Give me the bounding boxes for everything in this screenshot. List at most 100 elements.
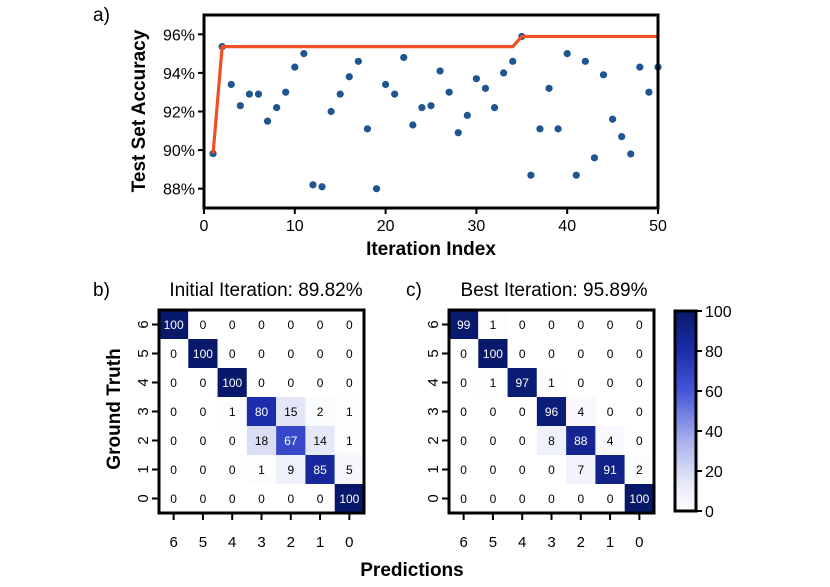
matrix-cell (305, 339, 335, 368)
matrix-cell-value: 97 (516, 376, 530, 390)
initial-confusion-panel: b) Initial Iteration: 89.82% Ground Trut… (93, 280, 366, 551)
matrix-cell (478, 368, 508, 397)
matrix-cell-value: 0 (519, 434, 526, 448)
accuracy-point (472, 75, 480, 83)
matrix-x-tick-label: 2 (577, 534, 585, 551)
matrix-cell-value: 0 (170, 434, 177, 448)
accuracy-point (618, 132, 626, 141)
accuracy-point (291, 63, 299, 71)
matrix-cell-value: 0 (636, 405, 643, 419)
matrix-cell (566, 339, 596, 368)
accuracy-point (354, 57, 362, 65)
matrix-x-tick-label: 4 (518, 534, 526, 551)
matrix-cell-value: 0 (200, 318, 207, 332)
matrix-cell (507, 484, 537, 513)
matrix-y-tick-label: 4 (425, 378, 442, 386)
matrix-cell-value: 0 (460, 376, 467, 390)
accuracy-y-axis-title: Test Set Accuracy (129, 29, 150, 192)
matrix-cell-value: 100 (629, 492, 649, 506)
matrix-cell-value: 0 (548, 492, 555, 506)
matrix-x-tick-label: 3 (257, 534, 265, 551)
matrix-cell-value: 0 (317, 347, 324, 361)
matrix-cell (449, 484, 479, 513)
matrix-y-tick-label: 6 (135, 320, 152, 328)
matrix-cell (246, 426, 277, 455)
matrix-cell (449, 455, 479, 484)
matrix-x-tick-label: 4 (228, 534, 236, 551)
accuracy-point (481, 84, 490, 92)
matrix-cell (188, 455, 218, 484)
best-matrix-cells: 99 1 0 0 0 0 00 100 0 0 0 0 00 1 97 1 0 0 00 0 0 96 4 0 00 0 0 8 88 4… (425, 310, 654, 551)
accuracy-point (636, 63, 644, 71)
matrix-cell-value: 100 (339, 492, 359, 506)
accuracy-point (318, 183, 326, 191)
accuracy-point (300, 50, 308, 58)
accuracy-point (445, 88, 453, 96)
matrix-cell-value: 0 (200, 492, 207, 506)
matrix-y-tick-label: 0 (425, 494, 442, 502)
accuracy-point (463, 111, 471, 119)
matrix-cell-value: 0 (229, 347, 236, 361)
matrix-cell (624, 368, 654, 397)
matrix-cell (305, 484, 335, 513)
matrix-cell (217, 455, 247, 484)
matrix-cell-value: 5 (346, 463, 353, 477)
matrix-cell-value: 0 (490, 405, 497, 419)
matrix-cell (305, 310, 335, 339)
matrix-cell (478, 484, 508, 513)
matrix-cell-value: 0 (170, 347, 177, 361)
matrix-cell (507, 426, 537, 455)
matrix-cell (276, 426, 306, 455)
matrix-cell (217, 368, 247, 397)
accuracy-point (609, 115, 617, 123)
matrix-cell-value: 0 (346, 347, 353, 361)
matrix-cell-value: 0 (258, 347, 265, 361)
matrix-cell-value: 0 (460, 463, 467, 477)
matrix-cell (246, 310, 277, 339)
matrix-x-tick-label: 0 (345, 534, 353, 551)
matrix-y-tick-label: 0 (135, 494, 152, 502)
colorbar-tick-label: 60 (705, 384, 723, 401)
matrix-cell (217, 310, 247, 339)
matrix-y-tick-label: 5 (135, 349, 152, 357)
matrix-cell (276, 484, 306, 513)
matrix-cell-value: 0 (258, 492, 265, 506)
accuracy-axis-ticks: 0 10 20 30 40 50 88% 90% 92% 94% 96% (163, 27, 667, 235)
matrix-y-tick-label: 1 (135, 465, 152, 473)
matrix-cell (566, 397, 596, 426)
matrix-cell (624, 426, 654, 455)
matrix-cell (305, 397, 335, 426)
accuracy-point (336, 90, 344, 98)
matrix-cell-value: 0 (548, 463, 555, 477)
accuracy-data (209, 32, 662, 193)
matrix-cell (449, 339, 479, 368)
matrix-cell-value: 0 (200, 405, 207, 419)
matrix-cell-value: 0 (577, 347, 584, 361)
matrix-cell (188, 426, 218, 455)
matrix-cell (159, 368, 189, 397)
accuracy-point (282, 88, 290, 96)
colorbar-ticks: 0 20 40 60 80 100 (696, 304, 732, 521)
matrix-cell-value: 96 (545, 405, 559, 419)
matrix-cell (507, 397, 537, 426)
accuracy-point (599, 71, 608, 79)
accuracy-point (490, 104, 499, 112)
y-tick-label: 90% (163, 143, 195, 160)
matrix-x-tick-label: 5 (199, 534, 207, 551)
matrix-cell (188, 310, 218, 339)
best-confusion-panel: c) Best Iteration: 95.89% 99 1 0 0 0 0 00 100 0 0… (406, 280, 656, 551)
matrix-cell (334, 339, 364, 368)
matrix-cell (159, 397, 189, 426)
matrix-cell-value: 0 (519, 492, 526, 506)
matrix-y-tick-label: 3 (425, 407, 442, 415)
matrix-cell-value: 0 (287, 492, 294, 506)
matrix-y-tick-label: 5 (425, 349, 442, 357)
matrix-cell (507, 339, 537, 368)
colorbar-gradient (675, 311, 696, 511)
matrix-cell (624, 310, 654, 339)
accuracy-point (391, 90, 399, 98)
matrix-cell (276, 455, 306, 484)
matrix-cell-value: 0 (460, 492, 467, 506)
matrix-cell (566, 368, 596, 397)
